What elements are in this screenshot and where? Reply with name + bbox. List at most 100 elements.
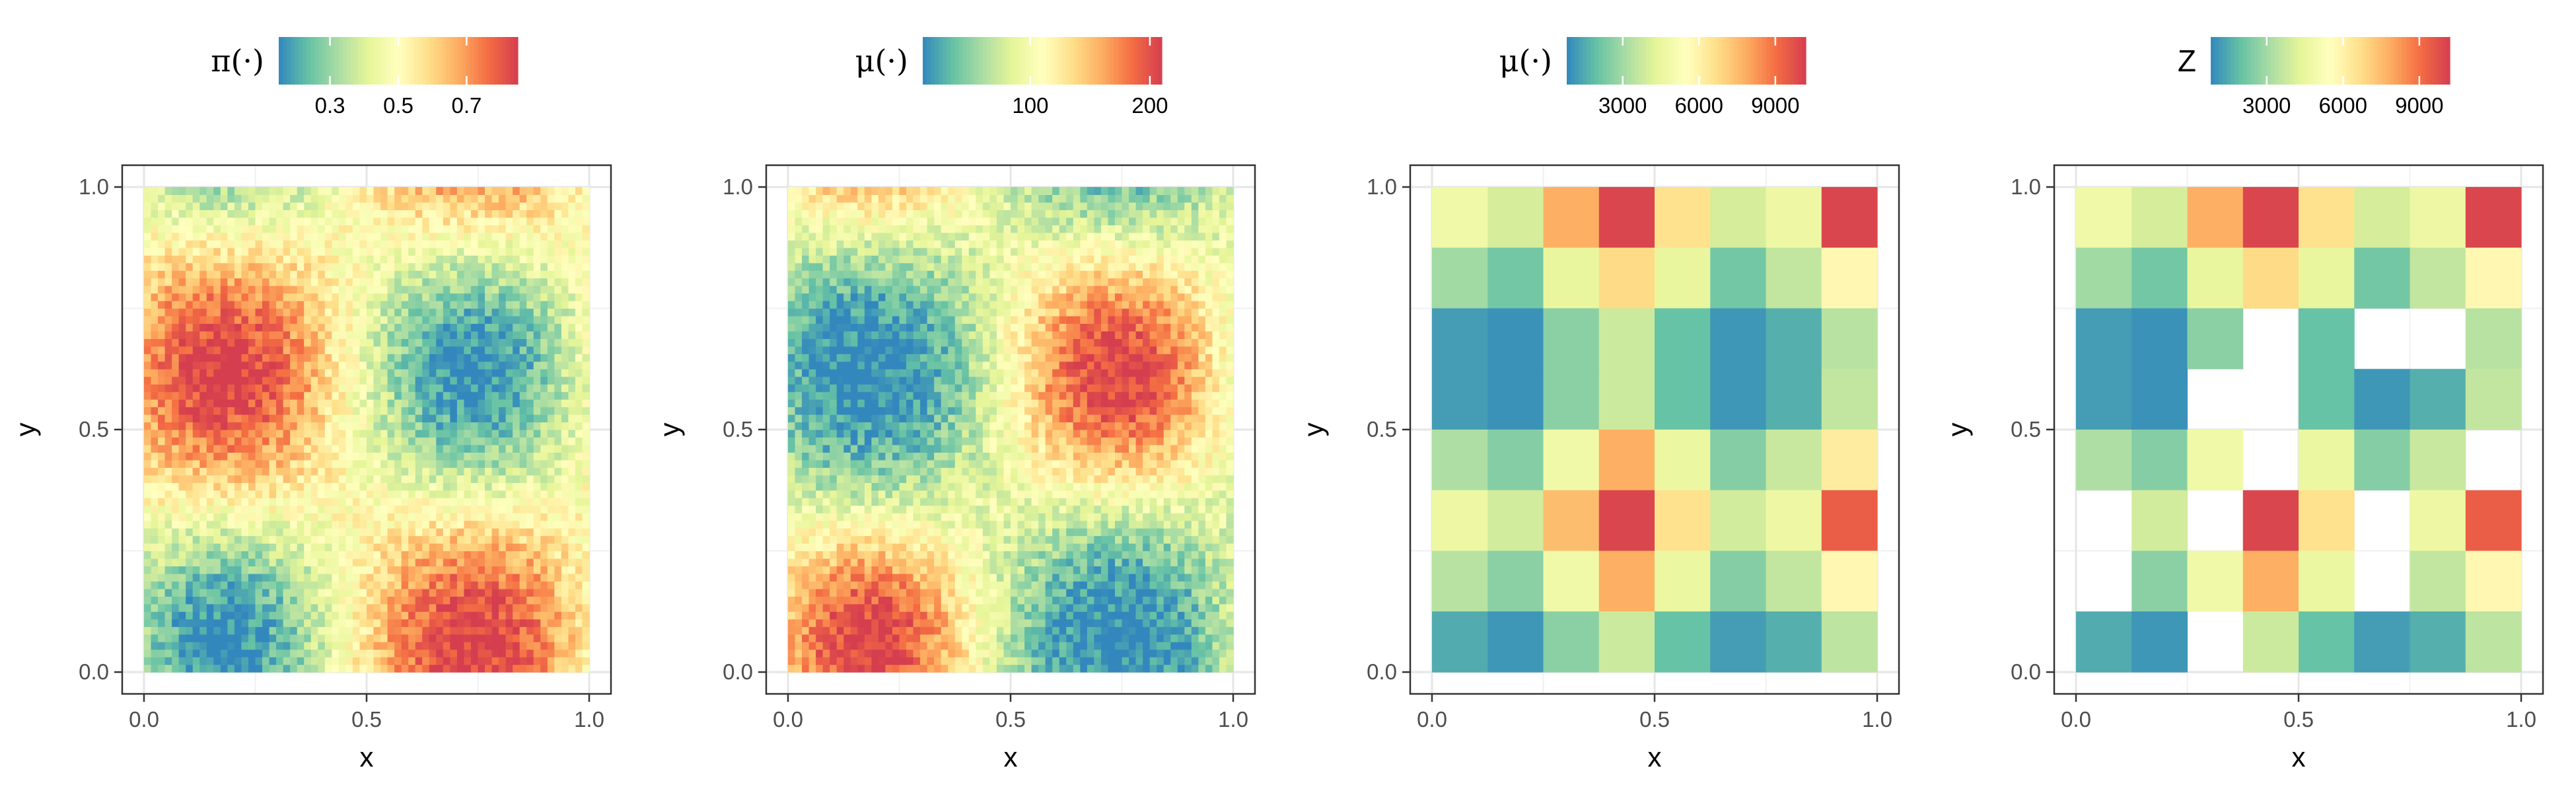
heatmap-cell bbox=[234, 232, 242, 241]
heatmap-cell bbox=[871, 649, 879, 658]
heatmap-cell bbox=[338, 209, 347, 218]
heatmap-cell bbox=[192, 346, 200, 354]
heatmap-cell bbox=[1149, 596, 1157, 605]
heatmap-cell bbox=[380, 573, 388, 582]
heatmap-cell bbox=[373, 657, 381, 665]
heatmap-cell bbox=[422, 642, 430, 650]
heatmap-cell bbox=[387, 308, 395, 317]
heatmap-cell bbox=[533, 588, 541, 597]
heatmap-cell bbox=[401, 270, 409, 279]
heatmap-cell bbox=[234, 262, 242, 271]
heatmap-cell bbox=[310, 202, 318, 211]
heatmap-cell bbox=[1003, 603, 1011, 612]
heatmap-cell bbox=[822, 573, 830, 582]
heatmap-cell bbox=[1184, 634, 1192, 642]
heatmap-cell bbox=[394, 619, 402, 627]
heatmap-cell bbox=[401, 603, 409, 612]
heatmap-cell bbox=[199, 474, 207, 483]
heatmap-cell bbox=[151, 513, 159, 521]
heatmap-cell bbox=[464, 543, 472, 552]
heatmap-cell bbox=[1122, 581, 1129, 589]
heatmap-cell bbox=[1135, 664, 1143, 673]
heatmap-cell bbox=[178, 596, 186, 605]
heatmap-cell bbox=[255, 437, 263, 445]
heatmap-cell bbox=[220, 406, 228, 415]
heatmap-cell bbox=[199, 369, 207, 377]
heatmap-cell bbox=[491, 474, 499, 483]
heatmap-cell bbox=[172, 232, 180, 241]
heatmap-cell bbox=[332, 240, 340, 248]
heatmap-cell bbox=[485, 270, 493, 279]
heatmap-cell bbox=[582, 550, 590, 559]
heatmap-cell bbox=[575, 505, 583, 513]
heatmap-cell bbox=[387, 278, 395, 286]
heatmap-cell bbox=[144, 278, 152, 286]
heatmap-cell bbox=[568, 474, 576, 483]
heatmap-cell bbox=[996, 581, 1005, 589]
heatmap-cell bbox=[338, 247, 347, 256]
heatmap-cell bbox=[554, 528, 562, 537]
heatmap-cell bbox=[297, 535, 304, 544]
heatmap-cell bbox=[269, 581, 277, 589]
heatmap-cell bbox=[485, 399, 493, 408]
heatmap-cell bbox=[519, 278, 527, 286]
heatmap-cell bbox=[429, 459, 437, 468]
heatmap-cell bbox=[151, 330, 159, 339]
heatmap-cell bbox=[533, 323, 541, 332]
heatmap-cell bbox=[450, 550, 458, 559]
heatmap-cell bbox=[164, 581, 172, 589]
heatmap-cell bbox=[304, 535, 312, 544]
heatmap-cell bbox=[415, 391, 423, 400]
heatmap-cell bbox=[394, 384, 402, 393]
heatmap-cell bbox=[533, 520, 541, 529]
heatmap-cell bbox=[367, 422, 375, 430]
heatmap-cell bbox=[352, 505, 361, 513]
heatmap-cell bbox=[234, 315, 242, 324]
heatmap-cell bbox=[1157, 664, 1164, 673]
heatmap-cell bbox=[554, 649, 562, 658]
heatmap-cell bbox=[178, 664, 186, 673]
heatmap-cell bbox=[304, 588, 312, 597]
heatmap-cell bbox=[255, 354, 263, 362]
heatmap-cell bbox=[554, 202, 562, 211]
heatmap-cell bbox=[499, 505, 507, 513]
heatmap-cell bbox=[262, 467, 270, 476]
heatmap-cell bbox=[499, 262, 507, 271]
heatmap-cell bbox=[220, 430, 228, 438]
heatmap-cell bbox=[352, 270, 361, 279]
legend-color-step bbox=[466, 37, 471, 85]
heatmap-cell bbox=[206, 422, 214, 430]
heatmap-cell bbox=[367, 194, 375, 203]
heatmap-cell bbox=[304, 187, 312, 196]
heatmap-cell bbox=[199, 626, 207, 635]
heatmap-cell bbox=[144, 467, 152, 476]
heatmap-cell bbox=[186, 558, 194, 567]
heatmap-cell bbox=[540, 338, 548, 347]
heatmap-cell bbox=[164, 369, 172, 377]
heatmap-cell bbox=[485, 603, 493, 612]
heatmap-cell bbox=[359, 194, 367, 203]
heatmap-cell bbox=[485, 482, 493, 491]
heatmap-cell bbox=[436, 634, 444, 642]
heatmap-cell bbox=[962, 634, 970, 642]
heatmap-cell bbox=[172, 209, 180, 218]
heatmap-cell bbox=[269, 657, 277, 665]
heatmap-cell bbox=[491, 649, 499, 658]
heatmap-cell bbox=[255, 619, 263, 627]
heatmap-cell bbox=[1011, 657, 1019, 665]
heatmap-cell bbox=[199, 490, 207, 498]
heatmap-cell bbox=[206, 354, 214, 362]
heatmap-cell bbox=[158, 270, 166, 279]
heatmap-cell bbox=[547, 634, 555, 642]
heatmap-cell bbox=[213, 581, 221, 589]
heatmap-cell bbox=[464, 391, 472, 400]
heatmap-cell bbox=[561, 285, 569, 294]
heatmap-cell bbox=[1087, 649, 1094, 658]
heatmap-cell bbox=[352, 217, 361, 225]
heatmap-cell bbox=[255, 581, 263, 589]
heatmap-cell bbox=[1038, 642, 1046, 650]
heatmap-cell bbox=[262, 354, 270, 362]
heatmap-cell bbox=[513, 664, 520, 673]
heatmap-cell bbox=[456, 285, 465, 294]
heatmap-cell bbox=[906, 619, 914, 627]
